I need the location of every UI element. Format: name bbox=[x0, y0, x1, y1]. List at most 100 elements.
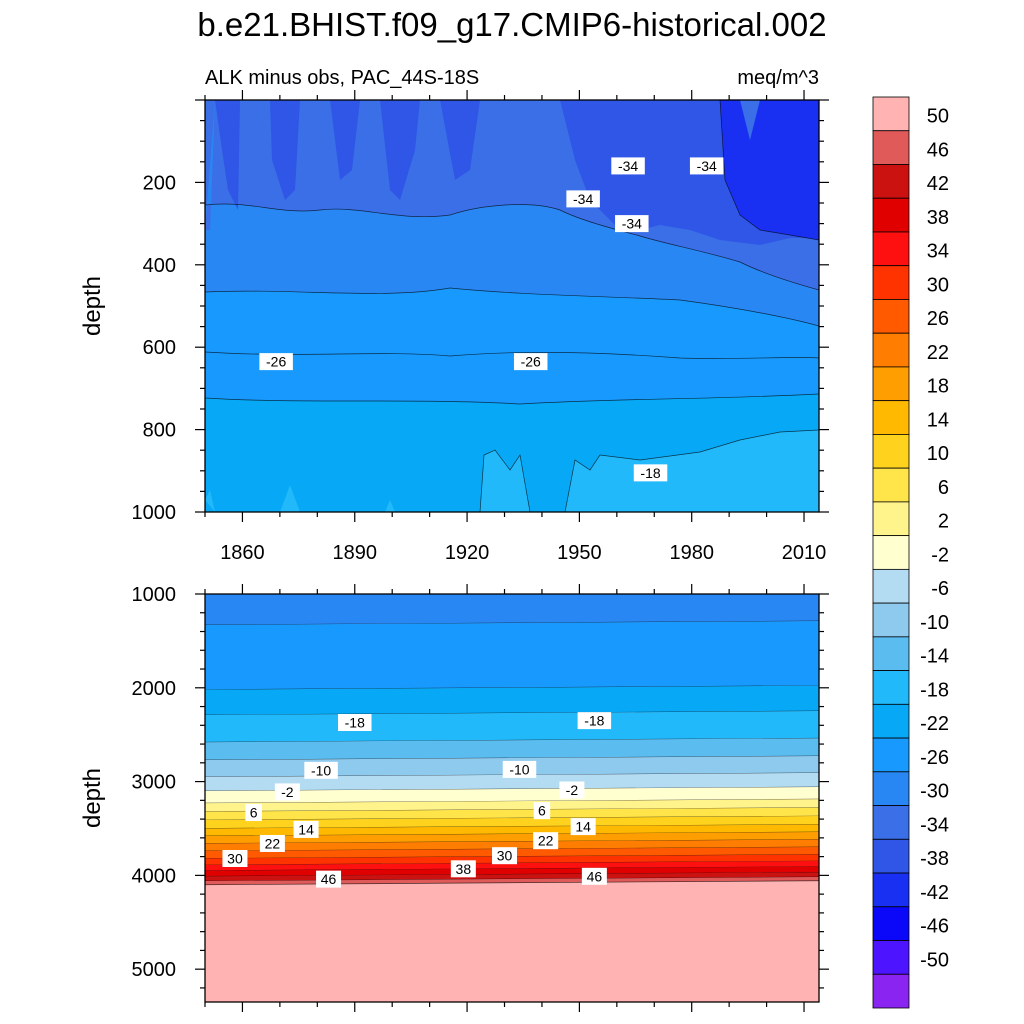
lower-contour-label: 6 bbox=[250, 805, 258, 821]
colorbar-label: 6 bbox=[938, 477, 949, 499]
lower-contour-label: 14 bbox=[298, 821, 314, 837]
colorbar: 50 46 42 38 34 30 26 22 18 14 10 6 2 -2 -6 -10 -14 -18 -22… bbox=[872, 96, 949, 1009]
colorbar-label: 50 bbox=[927, 106, 949, 128]
colorbar-swatch bbox=[872, 501, 910, 537]
subtitle-units: meq/m^3 bbox=[737, 67, 819, 89]
lower-contour-label-box bbox=[577, 712, 612, 730]
x-tick-label: 1920 bbox=[445, 542, 490, 564]
upper-y-axis-label: depth bbox=[79, 276, 106, 336]
colorbar-swatch bbox=[872, 265, 910, 300]
lower-panel-plot: -18 -18 -10 -10 -2 -2 6 6 14 14 22 22 30 30 38 46 46 bbox=[205, 594, 819, 1002]
lower-band--18 bbox=[205, 710, 819, 743]
lower-contour-label-box bbox=[245, 804, 262, 822]
upper-contour-label: -34 bbox=[618, 158, 638, 174]
colorbar-swatch bbox=[872, 872, 910, 908]
colorbar-label: -2 bbox=[931, 544, 949, 566]
lower-contour-label: -2 bbox=[566, 782, 579, 798]
upper-panel-plot: -34 -34 -34 -34 -26 -26 -18 bbox=[205, 100, 819, 512]
colorbar-label: 10 bbox=[927, 443, 949, 465]
lower-contour-label-box bbox=[533, 802, 551, 820]
lower-contour-label-box bbox=[450, 860, 476, 878]
colorbar-swatch bbox=[872, 332, 910, 368]
colorbar-label: 30 bbox=[927, 274, 949, 296]
lower-x-axis bbox=[204, 584, 805, 1012]
y-tick-label: 1000 bbox=[132, 502, 177, 524]
x-tick-label: 1950 bbox=[557, 542, 602, 564]
lower-contour-label-box bbox=[222, 849, 248, 867]
colorbar-label: 22 bbox=[927, 342, 949, 364]
upper-contour-label: -26 bbox=[521, 354, 541, 370]
colorbar-label: -22 bbox=[920, 713, 949, 735]
lower-contour-label-box bbox=[581, 867, 607, 885]
colorbar-swatch bbox=[872, 636, 910, 671]
colorbar-swatch bbox=[872, 602, 910, 638]
colorbar-label: 2 bbox=[938, 511, 949, 533]
colorbar-swatch bbox=[872, 130, 910, 165]
colorbar-label: -6 bbox=[931, 578, 949, 600]
lower-contour-label-box bbox=[338, 713, 372, 731]
colorbar-label: -26 bbox=[920, 747, 949, 769]
colorbar-label: 34 bbox=[927, 241, 949, 263]
upper-contour-label: -34 bbox=[573, 191, 593, 207]
lower-contour-label: 14 bbox=[575, 819, 591, 835]
upper-contour-label-box bbox=[259, 353, 293, 371]
lower-band-34 bbox=[205, 861, 819, 871]
lower-band--14 bbox=[205, 738, 819, 761]
y-tick-label: 400 bbox=[143, 255, 176, 277]
lower-contour-label-box bbox=[559, 781, 585, 799]
y-tick-label: 4000 bbox=[132, 865, 177, 887]
lower-band--2 bbox=[205, 786, 819, 804]
lower-contour-label: -10 bbox=[509, 761, 529, 777]
colorbar-swatch bbox=[872, 467, 910, 503]
colorbar-swatch bbox=[872, 400, 910, 435]
upper-x-axis: 1860 1890 1920 1950 1980 2010 bbox=[204, 90, 826, 564]
y-tick-label: 600 bbox=[143, 337, 176, 359]
colorbar-label: -38 bbox=[920, 848, 949, 870]
lower-contour-label-box bbox=[274, 783, 300, 801]
subtitle-left: ALK minus obs, PAC_44S-18S bbox=[205, 67, 479, 89]
colorbar-swatch bbox=[872, 703, 910, 739]
upper-contour-label-box bbox=[566, 190, 600, 208]
y-tick-label: 800 bbox=[143, 420, 176, 442]
lower-contour-label: 46 bbox=[321, 871, 337, 887]
lower-band--6 bbox=[205, 772, 819, 791]
lower-contour-label: 30 bbox=[497, 848, 513, 864]
colorbar-swatch bbox=[872, 771, 910, 806]
upper-contour-label-box bbox=[633, 464, 668, 482]
lower-y-axis-label: depth bbox=[79, 768, 106, 828]
y-tick-label: 1000 bbox=[132, 584, 177, 606]
lower-contour-label: 22 bbox=[265, 835, 281, 851]
colorbar-swatch bbox=[872, 434, 910, 469]
upper-band-38 bbox=[720, 100, 819, 240]
lower-contour-label: -18 bbox=[345, 714, 365, 730]
colorbar-swatch bbox=[872, 940, 910, 975]
upper-contour-label-box bbox=[615, 215, 649, 233]
colorbar-label: 26 bbox=[927, 308, 949, 330]
x-tick-label: 1860 bbox=[220, 542, 265, 564]
lower-contour-label: 6 bbox=[538, 803, 546, 819]
upper-y-axis: 200 400 600 800 1000 bbox=[132, 99, 829, 524]
colorbar-swatch bbox=[872, 670, 910, 705]
lower-contour-label: 38 bbox=[456, 861, 472, 877]
colorbar-label: 38 bbox=[927, 207, 949, 229]
lower-panel-frame bbox=[204, 593, 820, 1003]
y-tick-label: 2000 bbox=[132, 678, 177, 700]
colorbar-swatch bbox=[872, 197, 910, 233]
lower-contour-label: -10 bbox=[311, 762, 331, 778]
lower-contour-label: 46 bbox=[587, 868, 603, 884]
lower-contour-label: -18 bbox=[584, 713, 604, 729]
lower-band--30 bbox=[205, 594, 819, 625]
lower-band-42 bbox=[205, 872, 819, 882]
upper-contour-label: -26 bbox=[266, 354, 286, 370]
lower-y-axis: 1000 2000 3000 4000 5000 bbox=[132, 584, 829, 989]
colorbar-swatch bbox=[872, 535, 910, 570]
lower-contour-label-box bbox=[316, 870, 342, 888]
upper-contour-label: -18 bbox=[640, 465, 660, 481]
colorbar-label: -14 bbox=[920, 646, 949, 668]
y-tick-label: 200 bbox=[143, 172, 176, 194]
colorbar-swatch bbox=[872, 805, 910, 840]
colorbar-label: 46 bbox=[927, 139, 949, 161]
lower-contour-label-box bbox=[502, 760, 537, 778]
colorbar-label: 18 bbox=[927, 376, 949, 398]
